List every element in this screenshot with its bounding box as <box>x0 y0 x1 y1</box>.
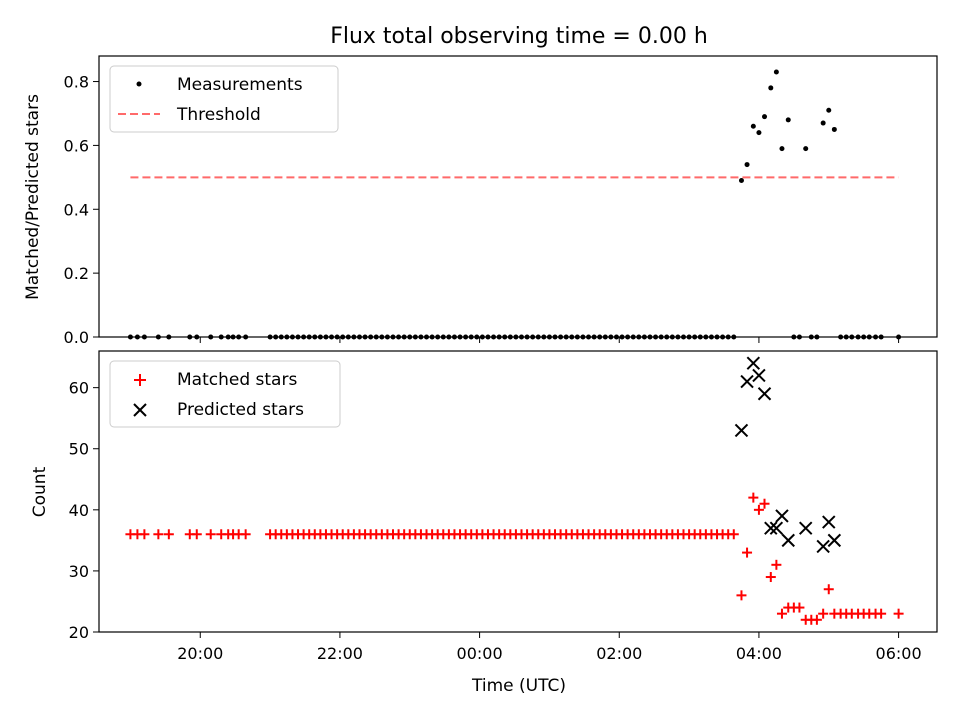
legend-matched-marker <box>134 374 146 386</box>
matched-star-point <box>240 529 251 540</box>
predicted-star-point <box>740 374 754 389</box>
predicted-star-point <box>764 521 778 535</box>
y-tick-label: 30 <box>69 562 89 581</box>
measurement-point <box>773 69 779 75</box>
y-tick-label: 0.4 <box>64 200 89 219</box>
measurement-point <box>803 146 809 152</box>
measurement-point <box>768 85 774 91</box>
ratio-panel-frame <box>98 55 938 338</box>
matched-star-point <box>811 614 822 625</box>
predicted-star-point <box>757 387 772 401</box>
measurement-point <box>785 117 791 123</box>
ratio-panel-legend: Measurements Threshold <box>109 65 339 133</box>
predicted-star-point <box>769 521 784 535</box>
legend-predicted-label: Predicted stars <box>177 400 304 420</box>
measurement-point <box>779 146 785 152</box>
matched-star-point <box>728 529 739 540</box>
matched-star-point <box>771 559 782 570</box>
predicted-star-point <box>781 533 795 548</box>
matched-star-point <box>759 498 770 509</box>
count-panel-x-ticks: 20:00 22:00 00:00 02:00 04:00 06:00 <box>177 632 922 663</box>
count-panel-y-axis-label: Count <box>30 466 50 517</box>
matched-star-point <box>191 529 202 540</box>
predicted-star-point <box>827 533 842 548</box>
x-tick-label: 00:00 <box>457 644 503 663</box>
y-tick-label: 60 <box>69 379 89 398</box>
y-tick-label: 40 <box>69 501 89 520</box>
predicted-star-point <box>734 423 749 438</box>
y-tick-label: 0.2 <box>64 264 89 283</box>
legend-matched-label: Matched stars <box>177 370 297 390</box>
count-panel-frame <box>98 350 938 633</box>
count-panel-y-ticks: 20 30 40 50 60 <box>69 379 99 642</box>
matched-star-point <box>876 608 887 619</box>
legend-measurements-marker <box>136 81 142 87</box>
measurement-point <box>750 123 756 129</box>
predicted-star-point <box>746 356 761 370</box>
ratio-panel-x-ticks <box>199 337 900 343</box>
y-tick-label: 0.0 <box>64 328 89 347</box>
matched-star-point <box>753 504 764 515</box>
predicted-star-point <box>822 515 836 529</box>
measurement-point <box>756 130 762 136</box>
legend-predicted-marker <box>133 403 147 417</box>
predicted-star-point <box>752 368 766 383</box>
count-panel-legend: Matched stars Predicted stars <box>109 360 341 428</box>
matched-star-point <box>823 584 834 595</box>
matched-star-point <box>794 602 805 613</box>
x-tick-label: 06:00 <box>876 644 922 663</box>
measurement-point <box>826 107 832 113</box>
ratio-panel: 0.00.20.40.60.8 Matched/Predicted stars … <box>23 55 938 347</box>
ratio-panel-y-axis-label: Matched/Predicted stars <box>23 94 43 300</box>
count-panel: 20 30 40 50 60 20:00 22:00 00:00 02:00 04:00 06:0… <box>30 350 938 696</box>
predicted-star-point <box>799 521 813 535</box>
y-tick-label: 0.6 <box>64 136 89 155</box>
matched-star-point <box>893 608 904 619</box>
matched-star-point <box>153 529 164 540</box>
predicted-star-point <box>816 539 830 554</box>
x-tick-label: 20:00 <box>177 644 223 663</box>
predicted-star-point <box>775 509 789 523</box>
measurement-point <box>820 120 826 126</box>
matched-star-point <box>748 492 759 503</box>
y-tick-label: 20 <box>69 623 89 642</box>
legend-measurements-label: Measurements <box>177 75 303 95</box>
y-tick-label: 50 <box>69 440 89 459</box>
matched-star-point <box>736 590 747 601</box>
matched-star-point <box>205 529 216 540</box>
figure-title: Flux total observing time = 0.00 h <box>330 24 708 49</box>
matched-star-point <box>139 529 150 540</box>
matched-star-point <box>776 608 787 619</box>
matched-star-point <box>742 547 753 558</box>
matched-star-point <box>818 608 829 619</box>
x-tick-label: 22:00 <box>317 644 363 663</box>
measurement-point <box>762 114 768 120</box>
legend-threshold-label: Threshold <box>176 105 261 125</box>
x-tick-label: 02:00 <box>596 644 642 663</box>
x-axis-label: Time (UTC) <box>471 676 566 696</box>
x-tick-label: 04:00 <box>736 644 782 663</box>
count-panel-marks <box>125 356 904 625</box>
count-legend-box <box>109 360 341 428</box>
matched-star-point <box>163 529 174 540</box>
y-tick-label: 0.8 <box>64 73 89 92</box>
ratio-panel-y-ticks: 0.0 0.2 0.4 0.6 0.8 <box>64 73 99 347</box>
ratio-legend-box <box>109 65 339 133</box>
measurement-point <box>744 162 750 168</box>
measurement-point <box>831 126 837 132</box>
measurement-point <box>738 178 744 184</box>
matched-star-point <box>765 572 776 583</box>
